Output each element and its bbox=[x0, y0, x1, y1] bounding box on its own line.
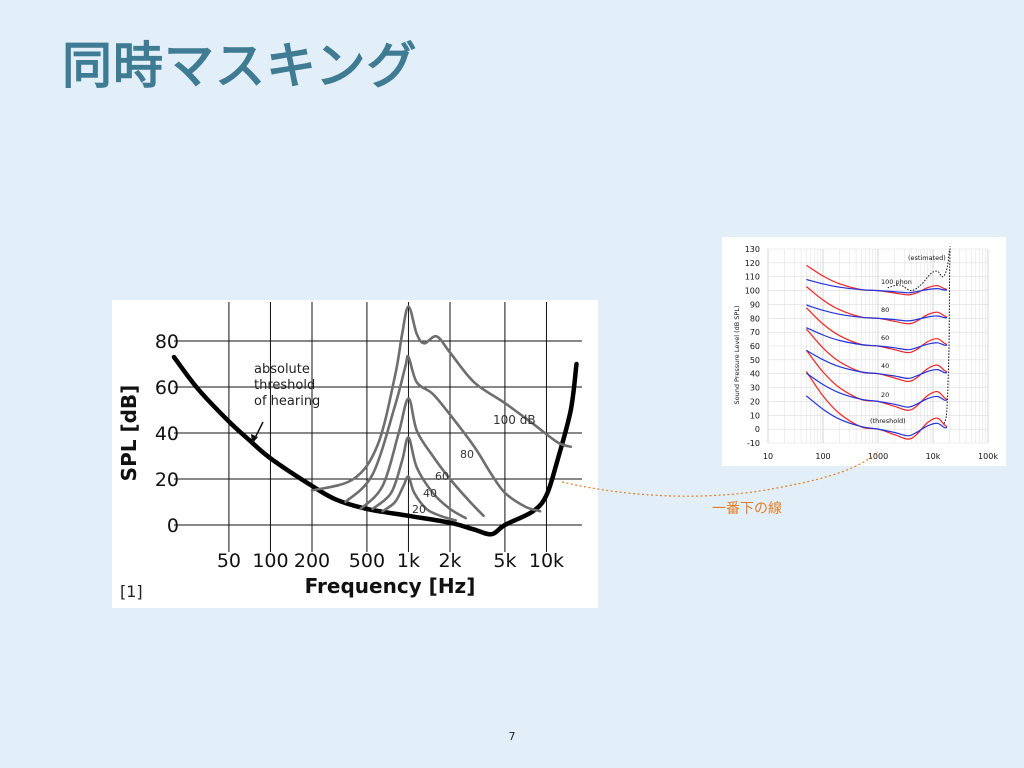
y-tick-label: 60 bbox=[750, 342, 760, 351]
curve-label: (threshold) bbox=[870, 417, 906, 425]
curve-label: 100 dB bbox=[493, 413, 536, 427]
y-tick-label: 110 bbox=[745, 273, 760, 282]
slide-title: 同時マスキング bbox=[62, 37, 418, 95]
blue-curve-0 bbox=[806, 395, 948, 437]
masking-curve-20 bbox=[381, 475, 457, 522]
threshold-curve bbox=[171, 354, 579, 537]
callout-label: 一番下の線 bbox=[712, 501, 782, 517]
x-tick-label: 10k bbox=[529, 550, 564, 572]
red-curve-80 bbox=[806, 286, 948, 325]
x-tick-label: 10 bbox=[763, 452, 773, 461]
curve-label: 80 bbox=[460, 448, 474, 461]
masking-chart-panel: 0 20 40 60 80 50 100 200 500 1k 2k 5k 10k 100 dB 80 60 4… bbox=[112, 300, 598, 608]
x-tick-label: 50 bbox=[217, 550, 241, 572]
masking-curve-80 bbox=[344, 354, 542, 513]
x-tick-label: 10k bbox=[926, 452, 941, 461]
y-tick-label: 10 bbox=[750, 411, 760, 420]
y-tick-label: 80 bbox=[155, 331, 179, 353]
red-curve-60 bbox=[805, 307, 948, 354]
page-number: 7 bbox=[508, 730, 516, 743]
x-axis-label: Frequency [Hz] bbox=[305, 574, 476, 598]
curve-label: 40 bbox=[423, 487, 437, 500]
y-tick-label: 0 bbox=[755, 425, 760, 434]
y-axis-label: SPL [dB] bbox=[117, 385, 141, 482]
y-tick-label: 30 bbox=[750, 384, 760, 393]
curve-label: 20 bbox=[881, 391, 889, 399]
blue-curve-60 bbox=[806, 327, 948, 351]
x-tick-label: 100k bbox=[978, 452, 998, 461]
blue-curve-20 bbox=[806, 372, 948, 408]
curve-label: 60 bbox=[881, 334, 889, 342]
masking-curve-40 bbox=[371, 436, 467, 520]
x-tick-label: 1k bbox=[397, 550, 420, 572]
annotation-line: threshold bbox=[254, 378, 315, 393]
curve-label: 20 bbox=[412, 503, 426, 516]
y-tick-label: 80 bbox=[750, 314, 760, 323]
curve-label: 80 bbox=[881, 306, 889, 314]
red-curve-100 bbox=[806, 264, 948, 296]
y-tick-label: 40 bbox=[750, 370, 760, 379]
curve-label: 100 phon bbox=[881, 278, 912, 286]
y-tick-label: 50 bbox=[750, 356, 760, 365]
x-tick-label: 100 bbox=[815, 452, 830, 461]
blue-curve-40 bbox=[806, 349, 948, 380]
curve-label: 40 bbox=[881, 362, 889, 370]
y-tick-label: 60 bbox=[155, 377, 179, 399]
x-tick-label: 100 bbox=[252, 550, 288, 572]
annotation-arrow-head bbox=[251, 434, 258, 444]
curve-label: (estimated) bbox=[908, 254, 946, 262]
y-tick-label: 40 bbox=[155, 423, 179, 445]
threshold-limit-curve bbox=[943, 246, 951, 424]
y-tick-label: 90 bbox=[750, 300, 760, 309]
x-tick-label: 2k bbox=[438, 550, 461, 572]
blue-curve-100 bbox=[806, 278, 948, 294]
y-tick-label: 20 bbox=[155, 469, 179, 491]
red-curve-20 bbox=[805, 349, 948, 411]
x-tick-label: 5k bbox=[493, 550, 516, 572]
y-tick-label: -10 bbox=[747, 439, 760, 448]
masking-chart: 0 20 40 60 80 50 100 200 500 1k 2k 5k 10k 100 dB 80 60 4… bbox=[117, 302, 582, 601]
y-tick-label: 70 bbox=[750, 328, 760, 337]
annotation-line: of hearing bbox=[254, 394, 320, 409]
red-curve-0 bbox=[805, 371, 948, 440]
curve-label: 60 bbox=[435, 470, 449, 483]
y-tick-label: 20 bbox=[750, 397, 760, 406]
y-axis-label: Sound Pressure Level (dB SPL) bbox=[733, 306, 741, 405]
masking-curve-60 bbox=[359, 397, 485, 518]
y-tick-label: 0 bbox=[167, 515, 179, 537]
y-tick-label: 130 bbox=[745, 245, 760, 254]
blue-curve-80 bbox=[806, 304, 948, 322]
y-tick-label: 120 bbox=[745, 259, 760, 268]
annotation-line: absolute bbox=[254, 362, 310, 377]
estimated-curve bbox=[887, 248, 951, 292]
masking-curve-100-dB bbox=[310, 305, 573, 492]
x-tick-label: 1000 bbox=[868, 452, 888, 461]
x-tick-label: 200 bbox=[294, 550, 330, 572]
reference-label: [1] bbox=[120, 582, 143, 601]
red-curve-40 bbox=[805, 328, 948, 383]
x-tick-label: 500 bbox=[349, 550, 385, 572]
y-tick-label: 100 bbox=[745, 287, 760, 296]
equal-loudness-chart-panel: 130 120 110 100 90 80 70 60 50 40 30 20 10 0 -10 10 100 1… bbox=[722, 237, 1006, 466]
